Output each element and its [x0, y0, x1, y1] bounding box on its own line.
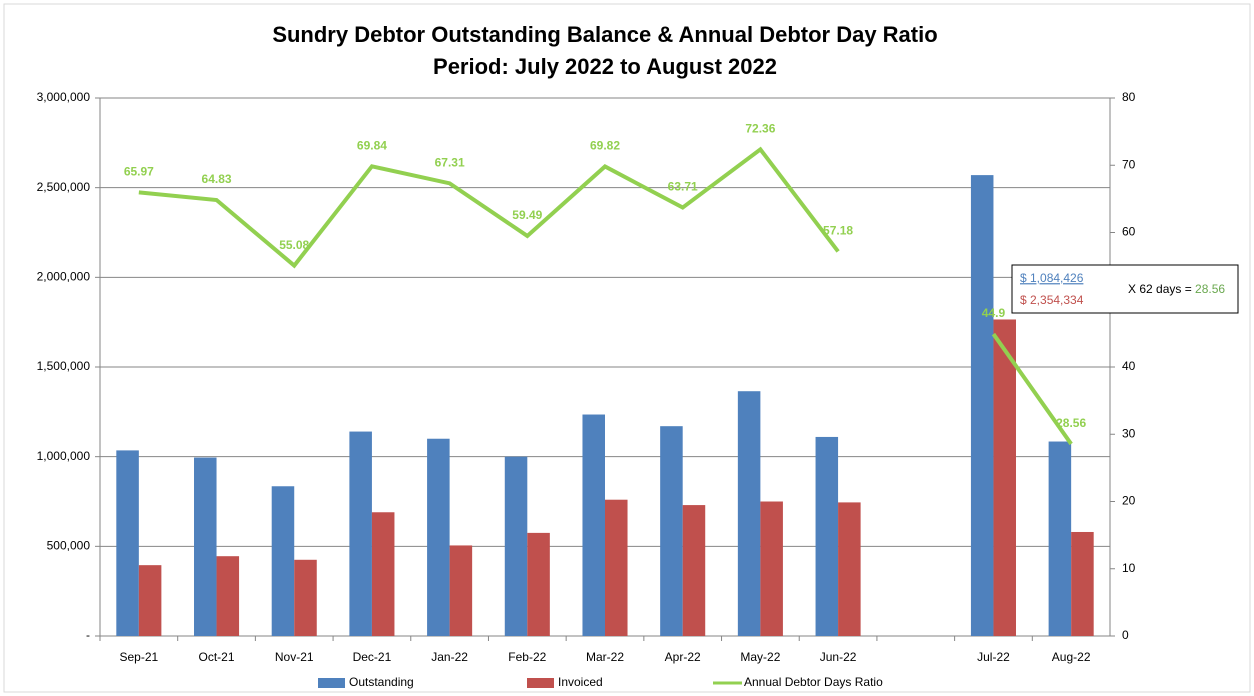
bar	[815, 436, 839, 636]
x-tick-label: Dec-21	[353, 650, 392, 664]
bar	[427, 438, 450, 636]
annotation-formula: X 62 days = 28.56	[1128, 282, 1225, 296]
y-tick-label: 500,000	[47, 539, 91, 553]
legend-label: Invoiced	[558, 675, 603, 689]
annotation-numerator: $ 1,084,426	[1020, 271, 1084, 285]
data-label: 59.49	[512, 208, 542, 222]
x-tick-label: Apr-22	[665, 650, 701, 664]
legend-swatch	[527, 678, 554, 688]
x-tick-label: Oct-21	[199, 650, 235, 664]
chart-subtitle: Period: July 2022 to August 2022	[433, 54, 777, 79]
x-tick-label: Jun-22	[820, 650, 857, 664]
y-tick-label: 2,000,000	[37, 270, 91, 284]
bar	[294, 559, 317, 636]
data-label: 63.71	[668, 180, 698, 194]
y2-tick-label: 0	[1122, 628, 1129, 642]
annotation-formula-text: X 62 days =	[1128, 282, 1195, 296]
data-label: 65.97	[124, 165, 154, 179]
annotation-denominator: $ 2,354,334	[1020, 293, 1084, 307]
y-tick-label: 2,500,000	[37, 180, 91, 194]
legend-label: Annual Debtor Days Ratio	[744, 675, 883, 689]
bar	[527, 532, 550, 636]
x-tick-label: Mar-22	[586, 650, 624, 664]
x-tick-label: Nov-21	[275, 650, 314, 664]
y2-tick-label: 10	[1122, 561, 1136, 575]
annotation: $ 1,084,426 $ 2,354,334 X 62 days = 28.5…	[1011, 264, 1239, 314]
bar	[138, 565, 162, 636]
data-label: 55.08	[279, 238, 309, 252]
bar	[1071, 531, 1094, 636]
bar	[737, 391, 761, 636]
line	[138, 146, 1073, 446]
x-tick-label: May-22	[740, 650, 780, 664]
bar	[760, 501, 783, 636]
bar	[271, 486, 295, 636]
y-tick-label: 3,000,000	[37, 90, 91, 104]
legend-label: Outstanding	[349, 675, 414, 689]
bar	[116, 450, 139, 636]
y2-tick-label: 70	[1122, 157, 1136, 171]
x-tick-label: Jan-22	[431, 650, 468, 664]
bar	[504, 456, 528, 636]
y-tick-label: -	[86, 628, 90, 642]
y2-tick-label: 20	[1122, 494, 1136, 508]
chart-title: Sundry Debtor Outstanding Balance & Annu…	[272, 22, 937, 47]
data-label: 28.56	[1056, 416, 1086, 430]
data-label: 72.36	[745, 122, 775, 136]
annotation-box	[1011, 264, 1239, 314]
y2-tick-label: 80	[1122, 90, 1136, 104]
data-label: 69.84	[357, 138, 387, 152]
bar	[1048, 441, 1072, 636]
x-tick-label: Aug-22	[1052, 650, 1091, 664]
x-tick-label: Feb-22	[508, 650, 546, 664]
data-label: 44.9	[982, 306, 1006, 320]
data-label: 57.18	[823, 224, 853, 238]
bar	[838, 502, 861, 636]
bar	[682, 505, 706, 636]
bar	[349, 431, 372, 636]
bar	[216, 556, 240, 636]
bar	[582, 414, 605, 636]
bar	[660, 426, 683, 636]
x-tick-label: Jul-22	[977, 650, 1010, 664]
annotation-result: 28.56	[1195, 282, 1225, 296]
y2-tick-label: 30	[1122, 426, 1136, 440]
y2-tick-label: 60	[1122, 225, 1136, 239]
y-tick-label: 1,500,000	[37, 359, 91, 373]
x-tick-label: Sep-21	[119, 650, 158, 664]
data-label: 64.83	[202, 172, 232, 186]
bar	[371, 512, 395, 636]
bar	[449, 545, 473, 636]
bar	[993, 319, 1016, 636]
bar	[194, 457, 217, 636]
bar	[970, 175, 994, 636]
bar	[605, 499, 628, 636]
y2-tick-label: 40	[1122, 359, 1136, 373]
data-label: 67.31	[435, 156, 465, 170]
data-label: 69.82	[590, 139, 620, 153]
y-tick-label: 1,000,000	[37, 449, 91, 463]
legend-swatch	[318, 678, 345, 688]
